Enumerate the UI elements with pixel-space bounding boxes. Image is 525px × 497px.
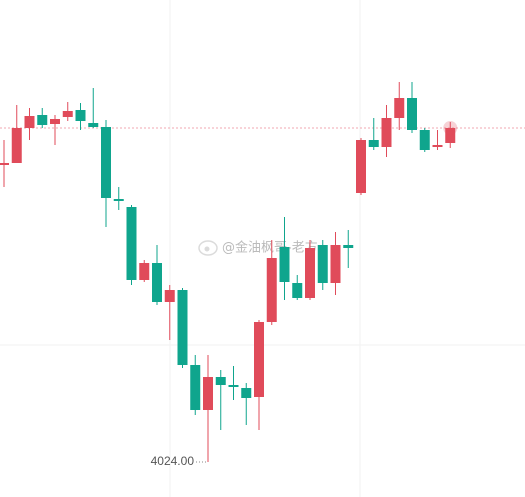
watermark: @金油枫哥-老方 (222, 240, 318, 256)
candle-body (394, 98, 405, 118)
candle-body (37, 115, 48, 125)
candle-body (305, 248, 315, 298)
candle-body (0, 163, 9, 165)
candle-body (126, 207, 137, 280)
candle-body (11, 128, 22, 163)
candle-body (368, 140, 379, 147)
candle-body (190, 365, 201, 410)
watermark-icon (198, 240, 218, 256)
candle-body (279, 247, 290, 282)
candle-body (343, 245, 354, 248)
candle-body (407, 98, 417, 130)
candle-body (241, 388, 252, 398)
live-glow (443, 121, 458, 135)
candle-body (381, 118, 392, 147)
candle-body (445, 128, 456, 143)
candle-body (432, 145, 443, 147)
candle-body (330, 245, 341, 283)
candle-body (139, 263, 150, 280)
candle-body (50, 119, 60, 124)
candle-body (152, 263, 162, 302)
candle-body (113, 199, 124, 201)
candle-body (62, 111, 73, 117)
candle-body (203, 377, 213, 410)
candle-body (101, 127, 111, 198)
candle-body (317, 245, 328, 283)
candle-body (356, 140, 366, 193)
candle-body (164, 290, 175, 302)
candle-body (266, 258, 277, 322)
candle-body (24, 116, 35, 128)
candle-body (88, 123, 99, 127)
candle-body (75, 110, 86, 121)
candle-body (254, 322, 264, 397)
low-label: 4024.00 (151, 454, 195, 468)
candle-body (177, 290, 188, 365)
candle-body (419, 130, 430, 150)
candle-body (228, 385, 239, 387)
candle-body (292, 283, 303, 298)
candle-body (215, 377, 226, 385)
